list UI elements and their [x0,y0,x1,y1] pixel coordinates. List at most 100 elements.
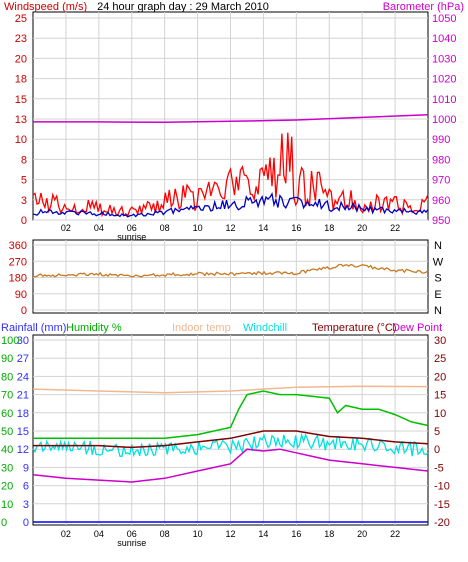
rain-tick-label: 21 [17,390,29,402]
temperature-tick-label: 15 [434,390,446,402]
rain-tick-label: 3 [23,499,29,511]
x-tick-label: 08 [160,223,170,233]
temperature-tick-label: -5 [434,462,444,474]
x-tick-label: 22 [390,223,400,233]
x-tick-label: 20 [357,529,367,539]
temperature-tick-label: -10 [434,481,450,493]
humidity-tick-label: 50 [1,426,13,438]
legend-label: Temperature (°C) [312,322,396,334]
right-tick-label: 1040 [432,33,456,45]
compass-label: W [433,256,444,268]
barometer-axis-label: Barometer (hPa) [383,1,464,13]
legend-label: Windchill [243,322,287,334]
x-tick-label: 12 [225,223,235,233]
rain-tick-label: 24 [17,371,29,383]
x-tick-label: 18 [324,529,334,539]
humidity-tick-label: 40 [1,444,13,456]
windchill-line [32,432,429,458]
left-tick-label: 20 [15,53,27,65]
rain-tick-label: 15 [17,426,29,438]
legend-label: Rainfall (mm) [1,322,66,334]
rain-tick-label: 27 [17,353,29,365]
left-tick-label: 25 [15,13,27,25]
legend-label: Dew Point [392,322,442,334]
rain-tick-label: 18 [17,408,29,420]
direction-tick-label: 180 [9,273,27,285]
wind-average-line [32,191,429,218]
right-tick-label: 1000 [432,114,456,126]
humidity-tick-label: 30 [1,462,13,474]
direction-tick-label: 0 [21,305,27,317]
right-tick-label: 990 [432,134,450,146]
direction-tick-label: 360 [9,240,27,252]
x-tick-label: 20 [357,223,367,233]
x-tick-label: 14 [258,223,268,233]
humidity-tick-label: 10 [1,499,13,511]
compass-label: S [434,273,441,285]
temperature-tick-label: 0 [434,444,440,456]
direction-tick-label: 270 [9,256,27,268]
right-tick-label: 1050 [432,13,456,25]
humidity-tick-label: 60 [1,408,13,420]
x-tick-label: 16 [291,223,301,233]
left-tick-label: 0 [21,215,27,227]
x-tick-label: 10 [193,529,203,539]
right-tick-label: 970 [432,175,450,187]
right-tick-label: 980 [432,154,450,166]
left-tick-label: 10 [15,134,27,146]
left-tick-label: 15 [15,94,27,106]
left-tick-label: 13 [15,114,27,126]
wind-direction-line [32,263,429,278]
right-tick-label: 1030 [432,53,456,65]
x-tick-label: 18 [324,223,334,233]
wind-gust-line [32,132,429,218]
x-tick-label: 02 [61,223,71,233]
x-tick-label: 06 [127,529,137,539]
humidity-tick-label: 100 [1,335,19,347]
compass-label: N [434,240,442,252]
x-tick-label: 08 [160,529,170,539]
temperature-tick-label: 25 [434,353,446,365]
left-tick-label: 23 [15,33,27,45]
left-tick-label: 8 [21,154,27,166]
sunrise-label: sunrise [117,232,146,242]
rain-tick-label: 9 [23,462,29,474]
left-tick-label: 3 [21,195,27,207]
x-tick-label: 02 [61,529,71,539]
x-tick-label: 04 [94,529,104,539]
windspeed-axis-label: Windspeed (m/s) [4,1,87,13]
rain-tick-label: 30 [17,335,29,347]
compass-label: N [434,305,442,317]
barometer-line [33,113,429,124]
temperature-tick-label: 10 [434,408,446,420]
left-tick-label: 5 [21,175,27,187]
right-tick-label: 1020 [432,74,456,86]
temperature-tick-label: -20 [434,517,450,529]
humidity-tick-label: 20 [1,481,13,493]
indoor-temp-line [32,385,429,394]
chart-title: 24 hour graph day : 29 March 2010 [97,1,269,13]
compass-label: E [434,289,441,301]
x-tick-label: 06 [127,223,137,233]
x-tick-label: 22 [390,529,400,539]
humidity-tick-label: 90 [1,353,13,365]
left-tick-label: 18 [15,74,27,86]
temperature-tick-label: 20 [434,371,446,383]
legend-label: Humidity % [66,322,122,334]
x-tick-label: 12 [225,529,235,539]
rain-tick-label: 0 [23,517,29,529]
humidity-tick-label: 80 [1,371,13,383]
temperature-line [33,430,429,449]
right-tick-label: 950 [432,215,450,227]
right-tick-label: 1010 [432,94,456,106]
x-tick-label: 10 [193,223,203,233]
temperature-tick-label: 30 [434,335,446,347]
legend-label: Indoor temp [172,322,231,334]
rain-tick-label: 6 [23,481,29,493]
humidity-tick-label: 0 [1,517,7,529]
right-tick-label: 960 [432,195,450,207]
sunrise-label: sunrise [117,538,146,548]
x-tick-label: 04 [94,223,104,233]
rain-tick-label: 12 [17,444,29,456]
